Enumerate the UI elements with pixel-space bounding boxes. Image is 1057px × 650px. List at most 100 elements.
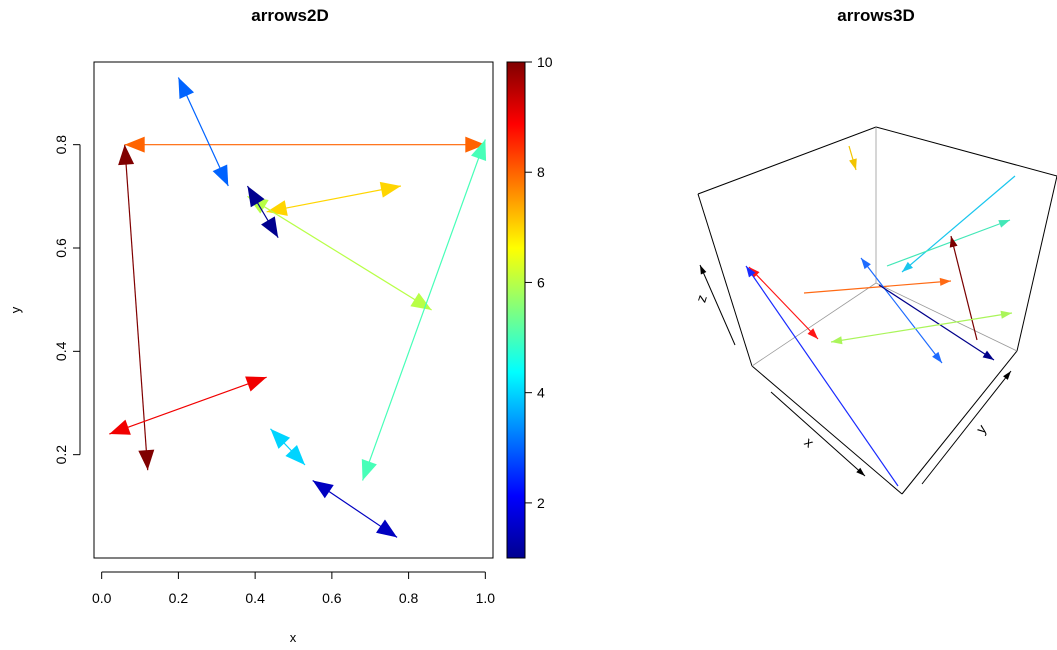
box-inner-edge	[875, 282, 1018, 352]
box-3d	[697, 126, 1057, 495]
arrow-2d	[109, 376, 267, 435]
arrow-2d	[118, 144, 155, 471]
arrow-head	[138, 449, 155, 471]
y-axis-label: y	[8, 306, 23, 313]
color-key-tick-label: 8	[537, 164, 545, 180]
arrow-head	[849, 158, 857, 170]
box-edge	[751, 365, 903, 495]
arrow-head	[266, 200, 288, 216]
plot-frame-2d	[93, 61, 494, 559]
arrow-3d	[848, 145, 857, 171]
arrow-2d	[266, 181, 402, 216]
x-axis-label-3d: x	[801, 434, 817, 451]
arrow-head	[932, 351, 942, 363]
color-key-tick-label: 10	[537, 54, 553, 70]
y-axis-label-3d: y	[973, 421, 990, 436]
y-axis-arrow	[921, 370, 1012, 485]
axes-3d	[699, 264, 1012, 485]
arrows-3d	[745, 145, 1016, 487]
box-edge	[697, 126, 877, 195]
arrow-head	[807, 328, 818, 339]
x-tick-label: 0.2	[169, 590, 189, 606]
arrow-head	[124, 136, 145, 153]
x-tick-label: 0.6	[322, 590, 342, 606]
arrow-shaft	[748, 266, 819, 340]
x-tick-label: 0.8	[399, 590, 419, 606]
x-tick-label: 0.4	[245, 590, 265, 606]
arrow-3d	[745, 265, 899, 487]
arrow-3d	[860, 257, 943, 364]
arrow-head	[746, 266, 756, 278]
arrow-shaft	[901, 175, 1016, 273]
box-edge	[875, 126, 1057, 177]
arrow-2d	[312, 480, 398, 538]
arrow-head	[939, 277, 951, 286]
chart-title-arrows2D: arrows2D	[251, 6, 329, 25]
color-key-ticks: 2 4 6 8 10	[525, 54, 553, 511]
arrow-shaft	[950, 235, 978, 341]
x-axis-arrow	[770, 391, 866, 477]
arrow-head	[178, 77, 195, 100]
chart-title-arrows3D: arrows3D	[837, 6, 915, 25]
y-tick-label: 0.8	[53, 135, 69, 155]
arrow-3d	[830, 310, 1013, 345]
arrow-shaft	[830, 312, 1013, 343]
arrow-shaft	[361, 139, 486, 481]
arrow-head	[212, 164, 229, 186]
arrow-shaft	[878, 284, 995, 361]
arrow-head	[949, 236, 958, 248]
arrow-head	[982, 350, 994, 360]
arrow-3d	[878, 284, 995, 361]
arrow-head	[245, 376, 267, 392]
arrow-2d	[246, 185, 279, 238]
x-axis-label: x	[290, 630, 297, 645]
arrow-2d	[270, 428, 306, 466]
arrow-shaft	[247, 195, 432, 311]
arrow-head	[361, 458, 377, 481]
color-key-tick-label: 2	[537, 495, 545, 511]
arrow-3d	[949, 235, 978, 341]
box-edge	[901, 350, 1018, 495]
arrow-head	[831, 336, 843, 345]
color-key-tick-label: 4	[537, 385, 545, 401]
arrow-head	[312, 480, 334, 499]
arrow-head	[118, 144, 135, 166]
y-tick-label: 0.4	[53, 341, 69, 361]
x-tick-label: 0.0	[92, 590, 112, 606]
arrow-head	[1000, 310, 1012, 319]
arrow-head	[998, 220, 1010, 228]
arrow-head	[410, 292, 432, 310]
arrow-3d	[901, 175, 1016, 273]
box-inner-edge	[751, 282, 877, 367]
color-key: 2 4 6 8 10	[506, 54, 553, 559]
arrow-shaft	[124, 144, 149, 471]
color-key-bar	[506, 61, 526, 559]
arrow-head	[861, 258, 871, 270]
arrow-2d	[177, 77, 229, 187]
arrow-3d	[886, 219, 1011, 267]
arrow-head	[261, 216, 279, 238]
box-edge	[697, 193, 753, 367]
z-axis-arrow	[699, 264, 736, 346]
arrow-head	[247, 186, 265, 208]
arrow-head	[902, 261, 913, 272]
x-axis-2d: 0.0 0.2 0.4 0.6 0.8 1.0	[92, 571, 496, 606]
y-axis-arrowhead	[1003, 371, 1011, 380]
arrow-head	[285, 445, 306, 465]
arrow-2d	[124, 136, 486, 153]
arrows2d-plot: 0.0 0.2 0.4 0.6 0.8 1.0 0.2 0.4 0.6 0.8 x y	[8, 61, 496, 645]
arrows3d-plot: z x y	[693, 126, 1057, 495]
y-tick-label: 0.6	[53, 238, 69, 258]
arrows-2d	[109, 77, 487, 538]
arrow-head	[471, 139, 487, 162]
x-tick-label: 1.0	[476, 590, 496, 606]
arrow-head	[109, 419, 131, 435]
z-axis-label: z	[693, 293, 710, 305]
arrow-shaft	[266, 185, 402, 213]
color-key-tick-label: 6	[537, 274, 545, 290]
arrow-2d	[361, 139, 487, 481]
y-axis-2d: 0.2 0.4 0.6 0.8	[53, 135, 81, 464]
arrow-head	[376, 519, 398, 538]
z-axis-arrowhead	[700, 265, 707, 275]
